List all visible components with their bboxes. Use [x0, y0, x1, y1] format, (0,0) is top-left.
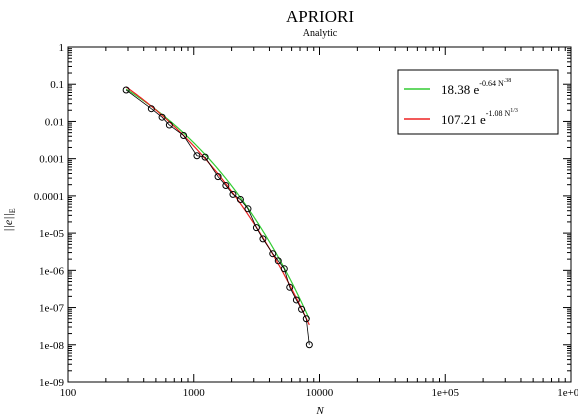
- data-point: [236, 195, 244, 203]
- data-point: [286, 283, 294, 291]
- x-tick-label: 100: [60, 387, 77, 399]
- y-tick-label: 0.1: [50, 79, 64, 91]
- data-connector: [256, 227, 264, 240]
- y-tick-label: 1e-07: [39, 303, 65, 315]
- data-point: [280, 265, 288, 273]
- data-connector: [296, 299, 302, 310]
- y-axis-label-subscript: E: [8, 208, 17, 213]
- chart-title: APRIORI: [286, 7, 354, 26]
- data-point: [222, 182, 230, 190]
- data-connector: [232, 194, 241, 200]
- data-point: [292, 296, 300, 304]
- x-tick-label: 1e+05: [431, 387, 459, 399]
- fit-line-1: [125, 88, 310, 320]
- data-connector: [125, 89, 152, 110]
- data-connector: [272, 253, 279, 262]
- y-tick-label: 1e-06: [39, 265, 65, 277]
- data-point: [214, 173, 222, 181]
- legend-label-green-prefix: 18.38 e: [441, 82, 480, 97]
- data-point: [158, 113, 166, 121]
- y-axis-label: ||e||E: [1, 208, 17, 232]
- y-tick-label: 1: [59, 42, 65, 54]
- y-tick-label: 1e-09: [39, 377, 65, 389]
- data-connector: [225, 185, 234, 195]
- legend-label-green-exponent: -0.64 N: [479, 79, 504, 88]
- data-connector: [289, 287, 297, 301]
- data-point: [180, 131, 188, 139]
- y-tick-label: 1e-08: [39, 340, 65, 352]
- y-axis-label-main: ||e||: [1, 213, 15, 232]
- x-axis-label: N: [315, 405, 324, 417]
- data-connector: [240, 199, 249, 210]
- legend-label-red-prefix: 107.21 e: [441, 112, 486, 127]
- data-point: [244, 205, 252, 213]
- data-connector: [183, 135, 198, 156]
- data-point: [269, 250, 277, 258]
- y-tick-label: 0.0001: [34, 191, 64, 203]
- y-tick-label: 0.001: [39, 154, 64, 166]
- data-connector: [196, 155, 206, 158]
- legend-label-red-fit: 107.21 e-1.08 N1/3: [441, 108, 518, 127]
- y-tick-label: 1e-05: [39, 228, 65, 240]
- data-point: [201, 153, 209, 161]
- x-tick-label: 1000: [183, 387, 206, 399]
- data-point: [298, 305, 306, 313]
- data-connector: [301, 309, 307, 319]
- fit-lines: [125, 86, 310, 326]
- data-point: [229, 190, 237, 198]
- data-point: [147, 105, 155, 113]
- x-tick-label: 1e+06: [557, 387, 578, 399]
- legend-label-red-exponent: -1.08 N: [486, 109, 511, 118]
- data-point: [302, 315, 310, 323]
- data-connector: [204, 156, 219, 177]
- legend-label-green-fit: 18.38 e-0.64 N.38: [441, 78, 511, 97]
- fit-line-2: [125, 86, 310, 326]
- y-axis: 1 0.1 0.01 0.001 0.0001 1e-05 1e-06 1e-07 1e-08 1…: [34, 42, 571, 389]
- data-point: [305, 341, 313, 349]
- data-connector: [277, 260, 285, 270]
- legend-label-green-power: .38: [504, 78, 512, 84]
- data-connector: [305, 318, 310, 345]
- data-connector: [217, 176, 227, 186]
- data-point: [122, 86, 130, 94]
- data-point: [193, 152, 201, 160]
- data-point: [252, 224, 260, 232]
- data-point: [165, 121, 173, 129]
- y-tick-label: 0.01: [45, 116, 64, 128]
- chart-subtitle: Analytic: [303, 28, 338, 39]
- data-connector: [161, 116, 170, 126]
- legend-label-red-power: 1/3: [510, 108, 518, 114]
- legend-box: [397, 69, 559, 135]
- x-axis: 100 1000 10000 1e+05 1e+06: [60, 47, 578, 399]
- legend: 18.38 e-0.64 N.38 107.21 e-1.08 N1/3: [397, 69, 559, 135]
- data-point: [274, 257, 282, 265]
- data-point: [259, 235, 267, 243]
- x-tick-label: 10000: [306, 387, 334, 399]
- data-points: [122, 86, 313, 349]
- data-connector: [151, 108, 163, 118]
